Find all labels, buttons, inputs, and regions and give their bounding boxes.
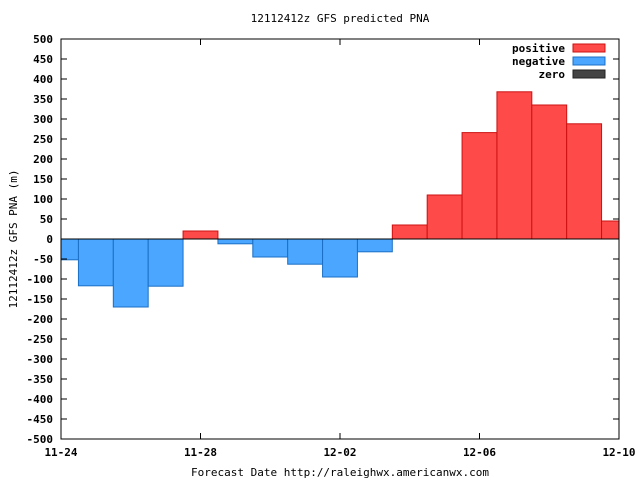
x-tick-label: 12-02 [323, 446, 356, 459]
y-tick-label: -100 [27, 273, 54, 286]
y-tick-label: 200 [33, 153, 53, 166]
y-axis-label: 12112412z GFS PNA (m) [7, 169, 20, 308]
legend-swatch-negative [572, 56, 606, 66]
y-tick-label: -500 [27, 433, 54, 446]
y-tick-label: 400 [33, 73, 53, 86]
y-tick-label: -300 [27, 353, 54, 366]
bars-group [61, 91, 619, 308]
y-tick-label: -250 [27, 333, 54, 346]
legend-label-negative: negative [512, 55, 565, 68]
bar-15 [566, 123, 603, 240]
x-axis-label: Forecast Date http://raleighwx.americanw… [191, 466, 489, 479]
y-tick-label: 450 [33, 53, 53, 66]
y-tick-label: 50 [40, 213, 53, 226]
y-tick-label: 300 [33, 113, 53, 126]
bar-6 [252, 238, 289, 258]
y-tick-label: 150 [33, 173, 53, 186]
y-tick-label: 250 [33, 133, 53, 146]
bar-1 [77, 238, 114, 287]
bar-11 [426, 194, 463, 240]
y-tick-label: 350 [33, 93, 53, 106]
bar-3 [147, 238, 184, 287]
bar-5 [217, 238, 254, 245]
y-tick-label: -50 [33, 253, 53, 266]
bar-16 [601, 220, 619, 240]
bar-4 [182, 230, 219, 240]
bar-12 [461, 132, 498, 240]
legend-swatch-positive [572, 43, 606, 53]
bar-14 [531, 104, 568, 240]
y-tick-label: 100 [33, 193, 53, 206]
y-tick-label: -200 [27, 313, 54, 326]
y-tick-label: 0 [46, 233, 53, 246]
x-tick-label: 11-24 [44, 446, 77, 459]
bar-13 [496, 91, 533, 240]
legend-swatch-zero [572, 69, 606, 79]
x-tick-label: 12-06 [463, 446, 496, 459]
y-tick-label: -400 [27, 393, 54, 406]
y-tick-label: -450 [27, 413, 54, 426]
y-tick-label: 500 [33, 33, 53, 46]
x-tick-label: 12-10 [602, 446, 635, 459]
y-tick-label: -350 [27, 373, 54, 386]
x-tick-label: 11-28 [184, 446, 217, 459]
bar-10 [391, 224, 428, 240]
bar-9 [356, 238, 393, 253]
legend-label-positive: positive [512, 42, 565, 55]
chart-title: 12112412z GFS predicted PNA [251, 12, 430, 25]
bar-7 [287, 238, 324, 265]
x-axis: 11-24 11-28 12-02 12-06 12-10 [44, 39, 636, 459]
y-tick-label: -150 [27, 293, 54, 306]
bar-8 [322, 238, 358, 278]
y-axis: -500-450-400-350-300-250-200-150-100-500… [27, 33, 619, 446]
bar-2 [112, 238, 149, 308]
legend-label-zero: zero [539, 68, 566, 81]
